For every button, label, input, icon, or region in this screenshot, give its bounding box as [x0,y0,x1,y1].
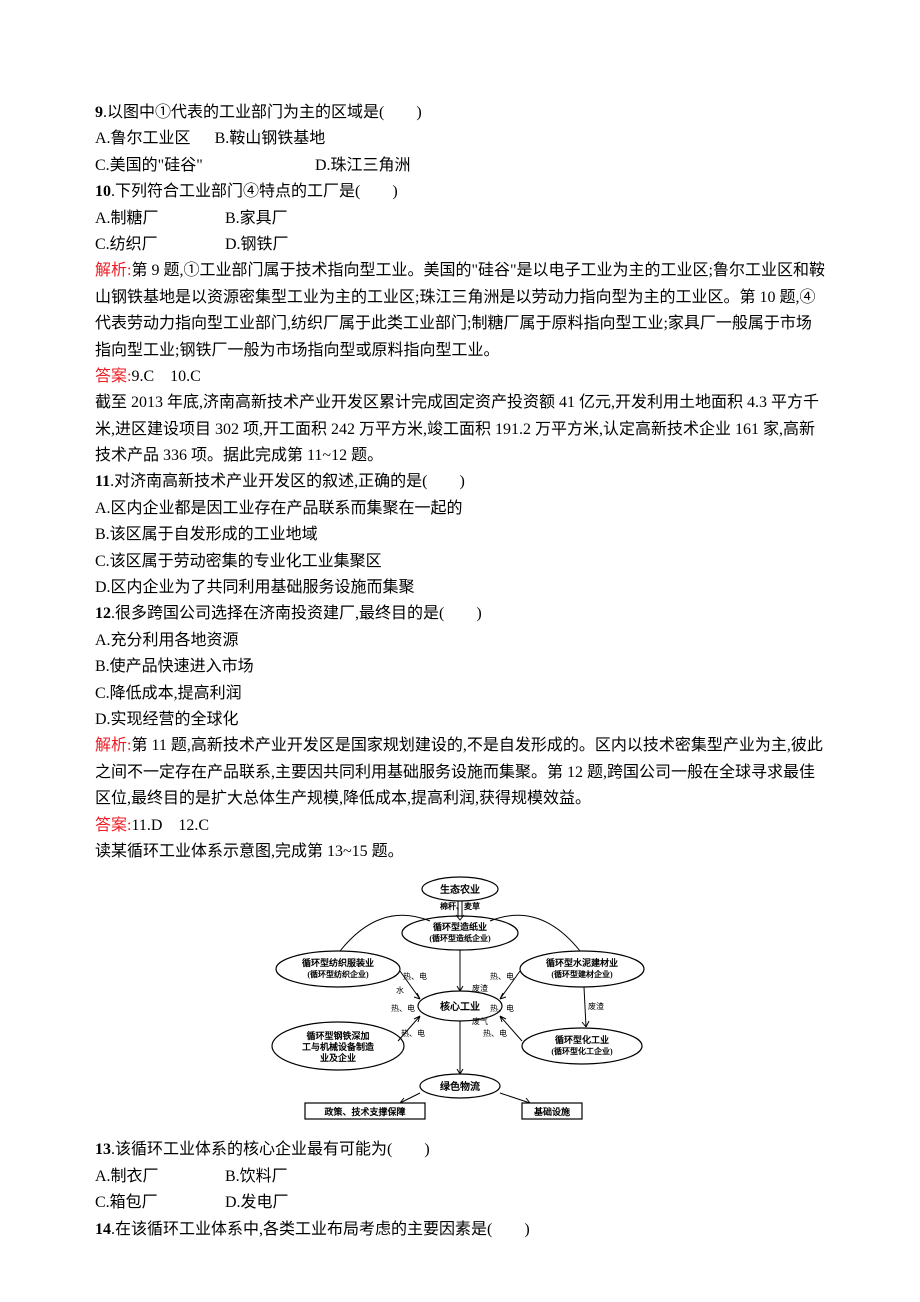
svg-text:水: 水 [396,985,404,995]
q12-optC: C.降低成本,提高利润 [95,681,825,707]
q11-optD: D.区内企业为了共同利用基础服务设施而集聚 [95,575,825,601]
q13-options-cd: C.箱包厂D.发电厂 [95,1190,825,1216]
q11-stem: 11.对济南高新技术产业开发区的叙述,正确的是( ) [95,469,825,495]
node-center: 核心工业 [440,1000,480,1013]
svg-text:(循环型化工企业): (循环型化工企业) [551,1046,613,1056]
passage-2: 读某循环工业体系示意图,完成第 13~15 题。 [95,839,825,865]
node-top: 生态农业 [440,883,480,896]
q10-stem: 10.下列符合工业部门④特点的工厂是( ) [95,179,825,205]
svg-text:废渣: 废渣 [472,983,488,993]
svg-text:(循环型造纸企业): (循环型造纸企业) [429,933,491,943]
svg-text:热、电: 热、电 [483,1028,507,1038]
node-top-sub: 棉秆、麦草 [440,901,480,911]
svg-text:循环型钢铁深加: 循环型钢铁深加 [306,1030,369,1041]
svg-text:(循环型纺织企业): (循环型纺织企业) [307,969,369,979]
q12-optA: A.充分利用各地资源 [95,628,825,654]
q11-optB: B.该区属于自发形成的工业地域 [95,522,825,548]
right-box: 基础设施 [533,1106,570,1117]
svg-text:废气: 废气 [472,1016,488,1026]
node-bottom: 绿色物流 [440,1080,480,1093]
q12-optD: D.实现经营的全球化 [95,707,825,733]
svg-text:热、电: 热、电 [391,1003,415,1013]
svg-text:工与机械设备制造: 工与机械设备制造 [302,1041,375,1052]
q9-options-cd: C.美国的"硅谷"D.珠江三角洲 [95,153,825,179]
q9-stem: 9.以图中①代表的工业部门为主的区域是( ) [95,100,825,126]
left-box: 政策、技术支撑保障 [324,1106,405,1117]
svg-text:循环型造纸业: 循环型造纸业 [433,921,487,932]
q10-options-cd: C.纺织厂D.钢铁厂 [95,232,825,258]
q11-optA: A.区内企业都是因工业存在产品联系而集聚在一起的 [95,496,825,522]
cycle-industry-diagram: 生态农业 棉秆、麦草 循环型造纸业 (循环型造纸企业) 循环型纺织服装业 (循环… [270,871,650,1131]
svg-text:热、电: 热、电 [401,1028,425,1038]
q13-stem: 13.该循环工业体系的核心企业最有可能为( ) [95,1137,825,1163]
svg-text:(循环型建材企业): (循环型建材企业) [551,969,613,979]
svg-text:循环型水泥建材业: 循环型水泥建材业 [546,957,618,968]
q12-optB: B.使产品快速进入市场 [95,654,825,680]
svg-text:热、电: 热、电 [490,971,514,981]
svg-text:业及企业: 业及企业 [320,1052,356,1063]
q11-optC: C.该区属于劳动密集的专业化工业集聚区 [95,549,825,575]
q13-options-ab: A.制衣厂B.饮料厂 [95,1164,825,1190]
answer-2: 答案:11.D 12.C [95,813,825,839]
svg-text:热、电: 热、电 [403,971,427,981]
svg-text:循环型纺织服装业: 循环型纺织服装业 [302,957,374,968]
analysis-2: 解析:第 11 题,高新技术产业开发区是国家规划建设的,不是自发形成的。区内以技… [95,733,825,812]
q10-options-ab: A.制糖厂B.家具厂 [95,206,825,232]
analysis-1: 解析:第 9 题,①工业部门属于技术指向型工业。美国的"硅谷"是以电子工业为主的… [95,258,825,364]
svg-text:循环型化工业: 循环型化工业 [555,1034,609,1045]
svg-text:热、电: 热、电 [490,1003,514,1013]
svg-text:废渣: 废渣 [588,1001,604,1011]
passage-1: 截至 2013 年底,济南高新技术产业开发区累计完成固定资产投资额 41 亿元,… [95,390,825,469]
answer-1: 答案:9.C 10.C [95,364,825,390]
q14-stem: 14.在该循环工业体系中,各类工业布局考虑的主要因素是( ) [95,1217,825,1243]
q9-options-ab: A.鲁尔工业区 B.鞍山钢铁基地 [95,126,825,152]
q12-stem: 12.很多跨国公司选择在济南投资建厂,最终目的是( ) [95,601,825,627]
